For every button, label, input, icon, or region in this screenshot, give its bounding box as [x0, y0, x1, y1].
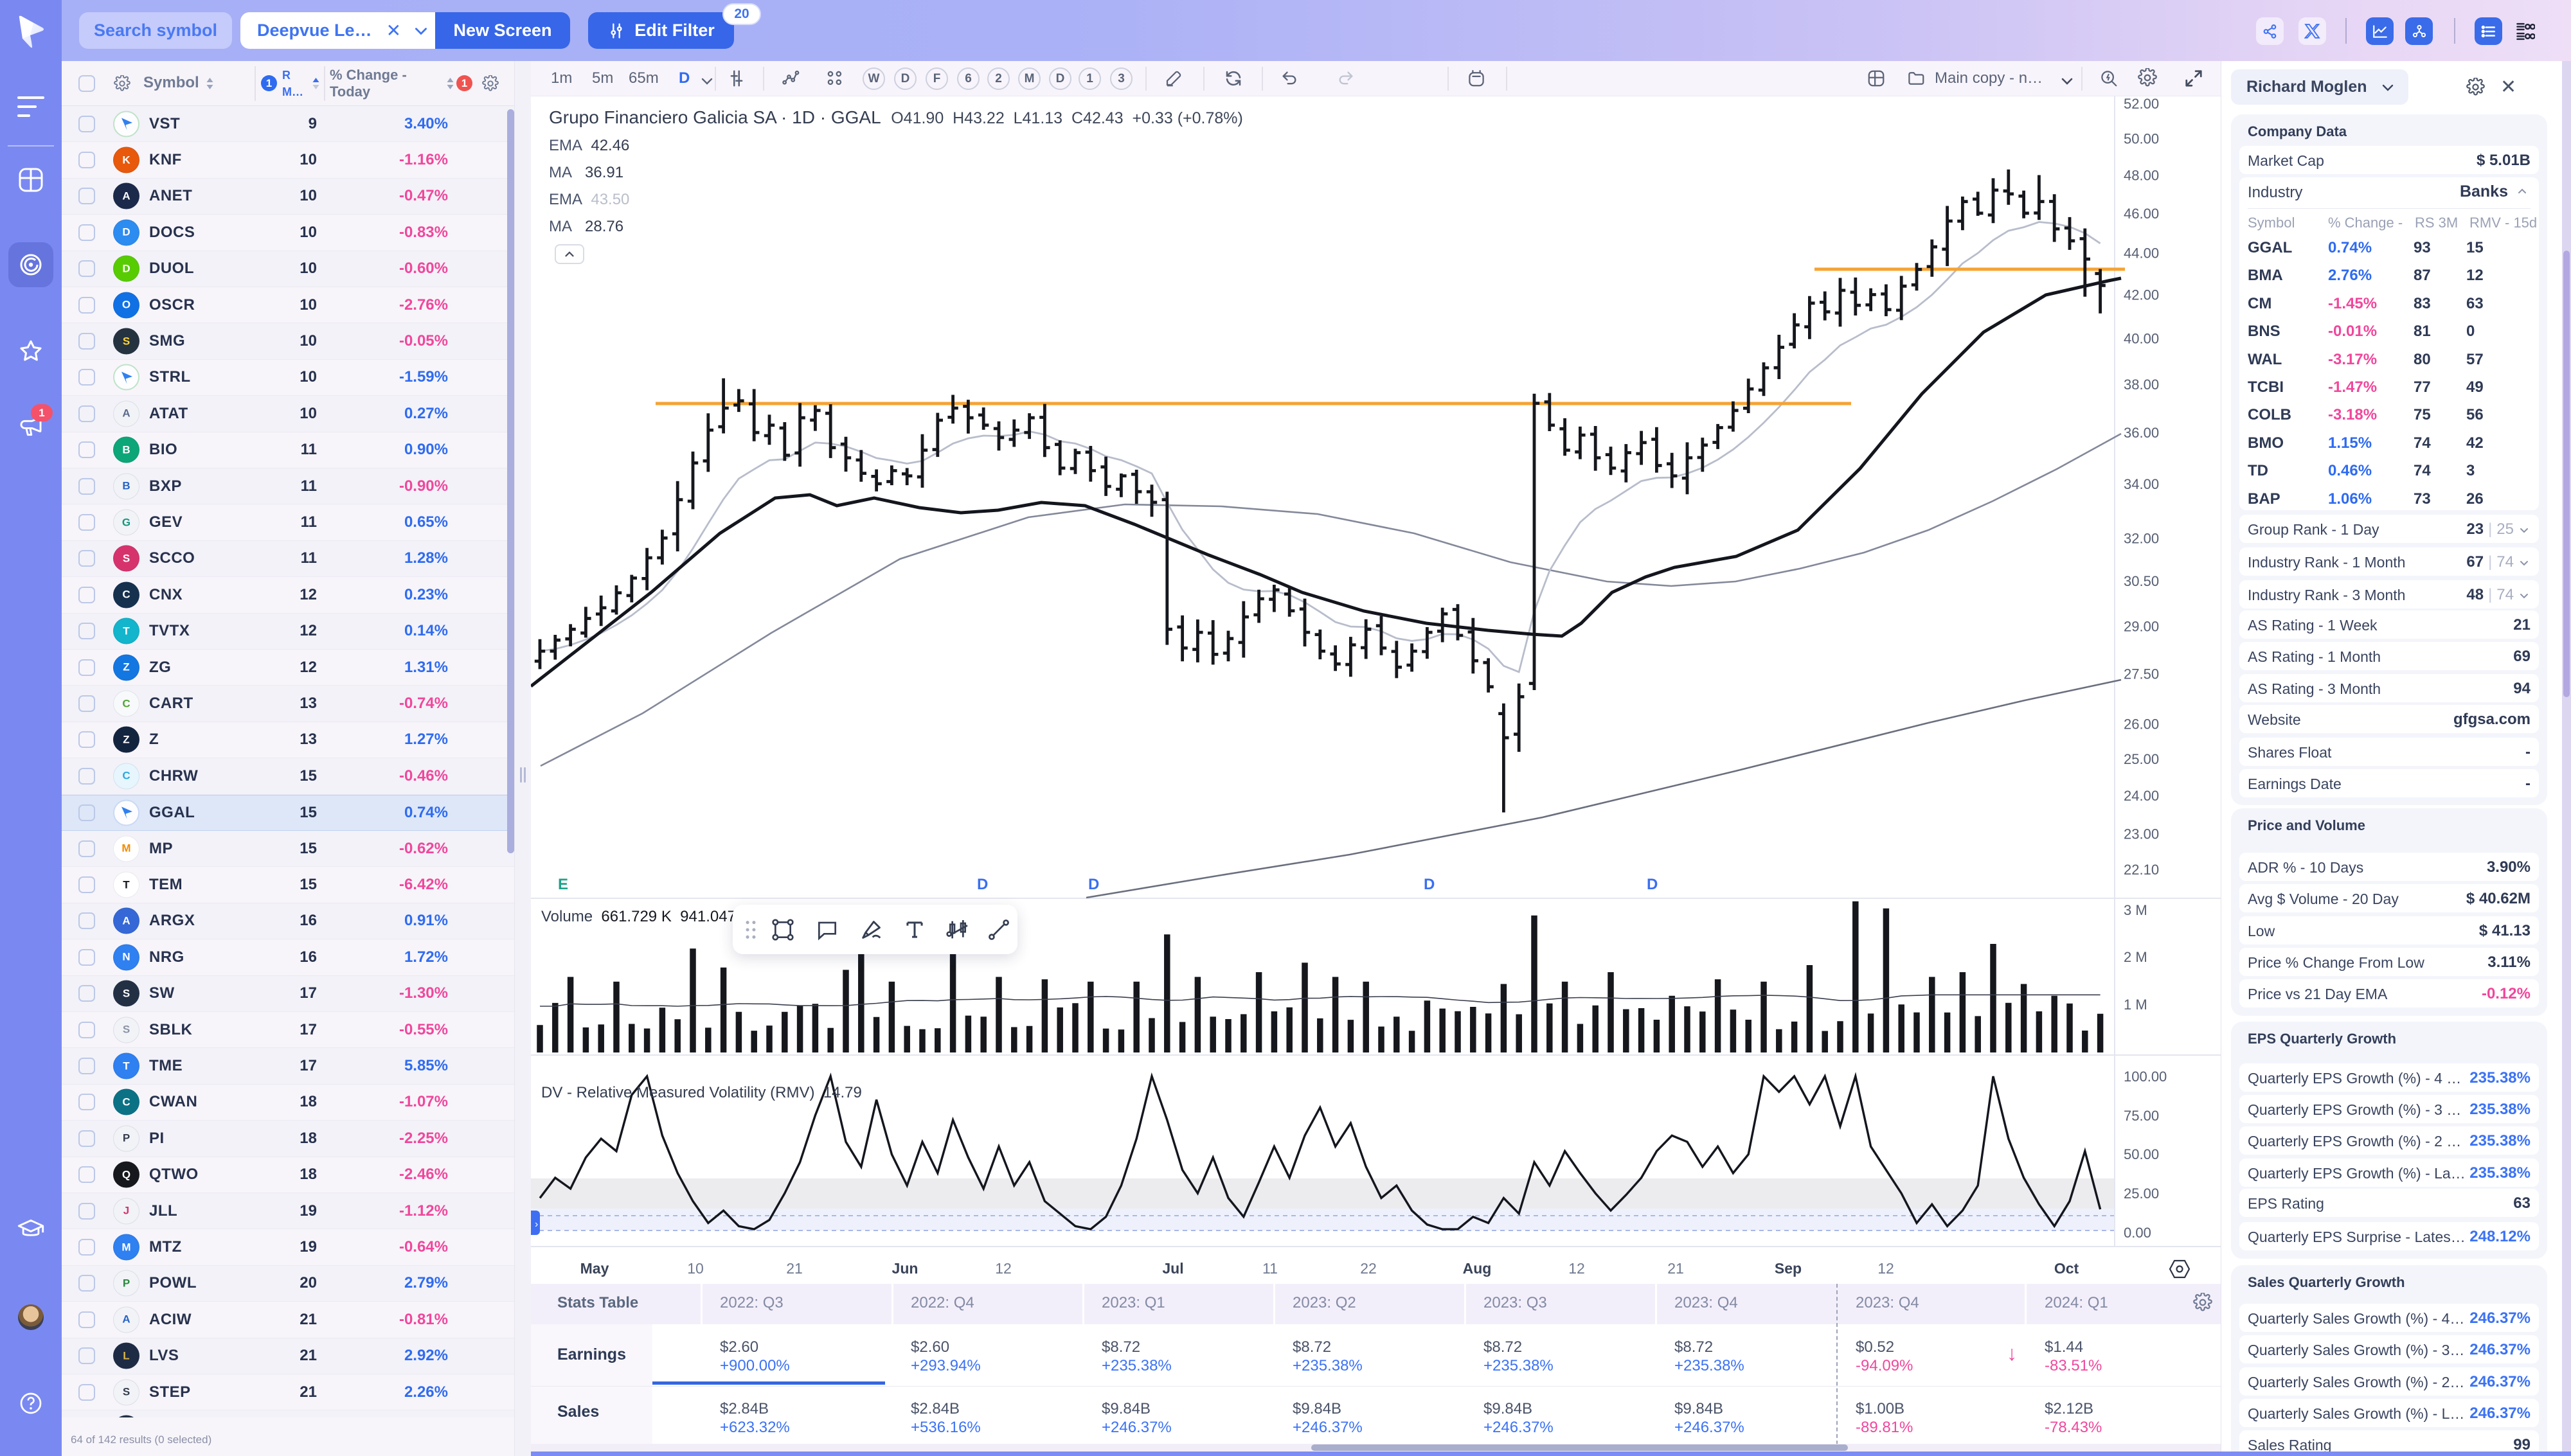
svg-text:›: › [535, 1219, 538, 1230]
svg-text:25.00: 25.00 [2124, 751, 2159, 767]
svg-text:32.00: 32.00 [2124, 530, 2159, 546]
svg-text:100.00: 100.00 [2124, 1069, 2167, 1085]
svg-text:50.00: 50.00 [2124, 131, 2159, 147]
svg-text:50.00: 50.00 [2124, 1146, 2159, 1162]
svg-text:25.00: 25.00 [2124, 1185, 2159, 1202]
svg-text:D: D [1647, 876, 1658, 893]
svg-text:34.00: 34.00 [2124, 476, 2159, 492]
svg-text:12: 12 [1568, 1260, 1585, 1277]
svg-text:46.00: 46.00 [2124, 206, 2159, 222]
svg-text:42.00: 42.00 [2124, 287, 2159, 303]
svg-text:Jun: Jun [892, 1260, 918, 1277]
svg-text:D: D [1088, 876, 1099, 893]
svg-text:29.00: 29.00 [2124, 618, 2159, 634]
svg-text:23.00: 23.00 [2124, 826, 2159, 842]
svg-text:21: 21 [786, 1260, 803, 1277]
svg-text:Oct: Oct [2054, 1260, 2079, 1277]
svg-text:E: E [558, 876, 568, 893]
svg-text:75.00: 75.00 [2124, 1108, 2159, 1124]
svg-text:May: May [580, 1260, 609, 1277]
svg-text:Jul: Jul [1162, 1260, 1183, 1277]
svg-text:40.00: 40.00 [2124, 330, 2159, 346]
svg-text:22.10: 22.10 [2124, 862, 2159, 878]
svg-text:44.00: 44.00 [2124, 245, 2159, 262]
svg-text:11: 11 [1262, 1260, 1278, 1277]
svg-text:12: 12 [995, 1260, 1012, 1277]
svg-text:2 M: 2 M [2124, 949, 2147, 965]
svg-text:48.00: 48.00 [2124, 167, 2159, 183]
svg-text:52.00: 52.00 [2124, 96, 2159, 112]
svg-text:24.00: 24.00 [2124, 788, 2159, 804]
svg-text:12: 12 [1877, 1260, 1894, 1277]
svg-text:38.00: 38.00 [2124, 377, 2159, 393]
svg-text:27.50: 27.50 [2124, 666, 2159, 682]
svg-text:D: D [1424, 876, 1435, 893]
svg-text:36.00: 36.00 [2124, 425, 2159, 441]
svg-text:22: 22 [1360, 1260, 1377, 1277]
svg-text:26.00: 26.00 [2124, 716, 2159, 732]
svg-text:30.50: 30.50 [2124, 573, 2159, 589]
svg-text:Sep: Sep [1775, 1260, 1802, 1277]
svg-text:3 M: 3 M [2124, 902, 2147, 918]
svg-text:21: 21 [1667, 1260, 1684, 1277]
svg-text:1 M: 1 M [2124, 997, 2147, 1013]
svg-text:10: 10 [687, 1260, 704, 1277]
svg-text:D: D [977, 876, 988, 893]
svg-text:Aug: Aug [1463, 1260, 1492, 1277]
svg-text:0.00: 0.00 [2124, 1225, 2151, 1241]
